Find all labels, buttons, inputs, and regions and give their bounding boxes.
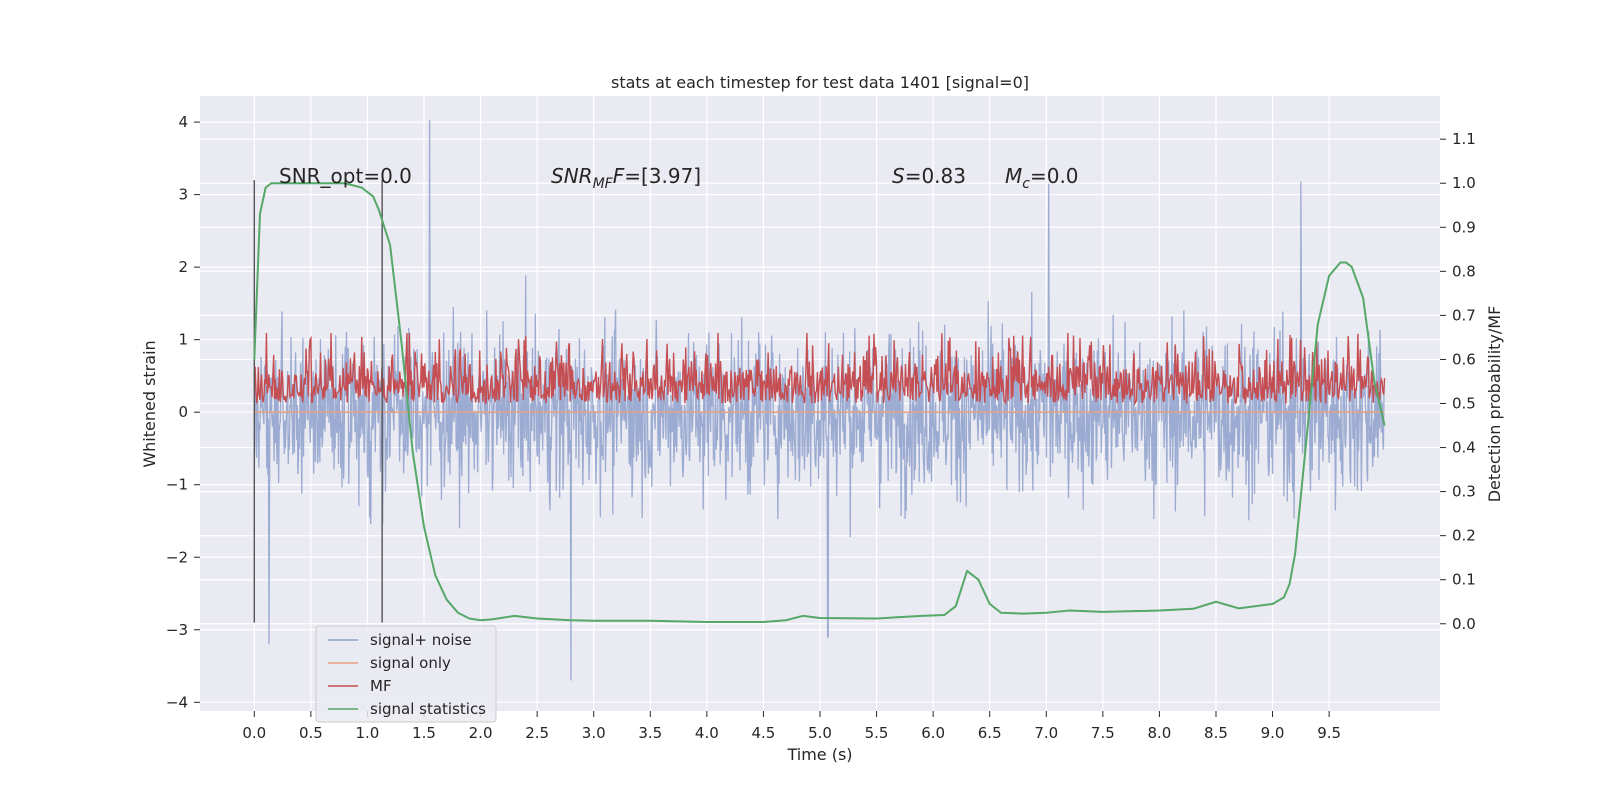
x-tick-label: 0.0 [242, 724, 266, 742]
x-tick-label: 2.0 [469, 724, 493, 742]
y-tick-label: 2 [178, 258, 188, 276]
y-tick-label: −2 [166, 548, 188, 566]
y2-tick-label: 0.9 [1452, 218, 1476, 236]
y2-tick-label: 0.2 [1452, 527, 1476, 545]
series-mf [253, 332, 1386, 406]
y2-tick-label: 0.3 [1452, 483, 1476, 501]
x-tick-label: 5.0 [808, 724, 832, 742]
x-axis-ticks: 0.0 0.5 1.0 1.5 2.0 2.5 3.0 3.5 4.0 4.5 5.0 5.5 6.0 6… [242, 711, 1341, 742]
x-tick-label: 3.5 [638, 724, 662, 742]
y2-tick-label: 1.0 [1452, 174, 1476, 192]
x-tick-label: 8.0 [1147, 724, 1171, 742]
x-axis-title: Time (s) [786, 745, 852, 764]
annotations: SNR_opt=0.0 SNRMFF=[3.97] S=0.83 Mc=0.0 [279, 164, 1079, 192]
legend: signal+ noise signal only MF signal stat… [315, 625, 497, 723]
y-axis-ticks: 4 3 2 1 0 −1 −2 −3 −4 [166, 113, 200, 711]
legend-label-stats: signal statistics [370, 700, 486, 718]
line-signal-noise [253, 119, 1386, 681]
y2-tick-label: 0.8 [1452, 262, 1476, 280]
y-tick-label: −4 [166, 693, 188, 711]
x-tick-label: 9.5 [1317, 724, 1341, 742]
y-tick-label: 4 [178, 113, 188, 131]
y-tick-label: 3 [178, 186, 188, 204]
y2-axis-ticks: 1.1 1.0 0.9 0.8 0.7 0.6 0.5 0.4 0.3 0.2 0.1 0.0 [1440, 130, 1476, 633]
annotation-mc: Mc=0.0 [1005, 164, 1079, 192]
series-signal-noise [253, 119, 1386, 681]
legend-label-noise: signal+ noise [370, 631, 472, 649]
line-signal-statistics [253, 182, 1386, 624]
x-tick-label: 7.5 [1091, 724, 1115, 742]
annotation-mc-value: =0.0 [1030, 164, 1079, 188]
y-tick-label: −3 [166, 621, 188, 639]
x-tick-label: 5.5 [865, 724, 889, 742]
y2-tick-label: 0.1 [1452, 571, 1476, 589]
x-tick-label: 9.0 [1261, 724, 1285, 742]
x-tick-label: 6.0 [921, 724, 945, 742]
annotation-s-value: =0.83 [905, 164, 966, 188]
y-tick-label: 1 [178, 331, 188, 349]
y2-tick-label: 0.7 [1452, 306, 1476, 324]
x-tick-label: 8.5 [1204, 724, 1228, 742]
y-axis-title: Whitened strain [140, 340, 159, 467]
x-tick-label: 7.0 [1034, 724, 1058, 742]
y2-tick-label: 0.4 [1452, 439, 1476, 457]
x-tick-label: 1.0 [356, 724, 380, 742]
annotation-snr-mf-sub: MF [593, 176, 614, 192]
legend-label-mf: MF [370, 677, 392, 695]
chart-title: stats at each timestep for test data 140… [611, 73, 1029, 92]
y-tick-label: −1 [166, 476, 188, 494]
annotation-s: S=0.83 [892, 164, 966, 188]
x-tick-label: 6.5 [978, 724, 1002, 742]
legend-box [315, 625, 497, 723]
y2-tick-label: 0.5 [1452, 395, 1476, 413]
x-tick-label: 1.5 [412, 724, 436, 742]
y2-tick-label: 0.6 [1452, 350, 1476, 368]
annotation-mc-sub: c [1022, 176, 1030, 192]
annotation-mc-main: M [1005, 164, 1022, 188]
x-tick-label: 3.0 [582, 724, 606, 742]
x-tick-label: 4.0 [695, 724, 719, 742]
grid-lines [200, 96, 1440, 711]
x-tick-label: 2.5 [525, 724, 549, 742]
legend-label-signal: signal only [370, 654, 451, 672]
series-signal-statistics [253, 182, 1386, 624]
vertical-markers [253, 180, 383, 623]
line-mf [253, 332, 1386, 406]
annotation-snr-mf-value: =[3.97] [624, 164, 701, 188]
annotation-snr-opt: SNR_opt=0.0 [279, 164, 412, 188]
y2-tick-label: 0.0 [1452, 615, 1476, 633]
y-tick-label: 0 [178, 403, 188, 421]
annotation-s-main: S [892, 164, 905, 188]
annotation-snr-mf-main: SNR [551, 164, 593, 188]
x-tick-label: 4.5 [752, 724, 776, 742]
y2-tick-label: 1.1 [1452, 130, 1476, 148]
annotation-snr-mf: SNRMFF=[3.97] [551, 164, 701, 192]
x-tick-label: 0.5 [299, 724, 323, 742]
y2-axis-title: Detection probability/MF [1485, 306, 1504, 503]
